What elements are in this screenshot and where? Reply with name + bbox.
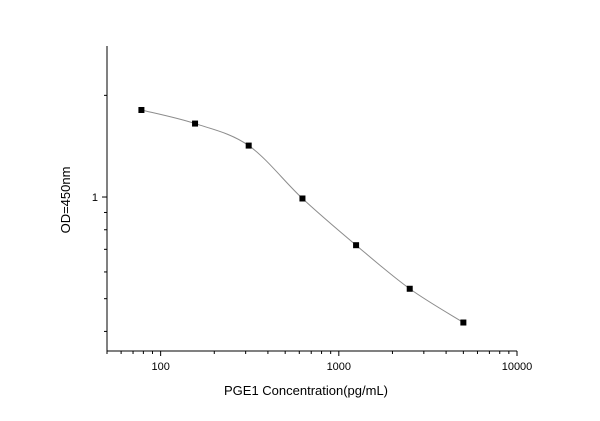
x-axis-label: PGE1 Concentration(pg/mL) bbox=[224, 383, 388, 398]
data-point bbox=[299, 195, 306, 202]
data-point bbox=[353, 242, 360, 249]
x-tick-label: 10000 bbox=[502, 361, 533, 373]
data-points-layer bbox=[138, 106, 467, 326]
data-point bbox=[192, 120, 199, 127]
data-point bbox=[406, 285, 413, 292]
fit-curve bbox=[141, 109, 464, 323]
data-point bbox=[460, 319, 467, 326]
data-point bbox=[245, 142, 252, 149]
data-point bbox=[138, 106, 145, 113]
x-tick-label: 100 bbox=[151, 361, 169, 373]
y-axis-label: OD=450nm bbox=[58, 167, 73, 234]
fit-curve-layer bbox=[141, 109, 464, 323]
y-tick-label: 1 bbox=[92, 192, 98, 204]
axes: 100 1000 10000 1 bbox=[92, 46, 532, 373]
x-tick-label: 1000 bbox=[327, 361, 351, 373]
